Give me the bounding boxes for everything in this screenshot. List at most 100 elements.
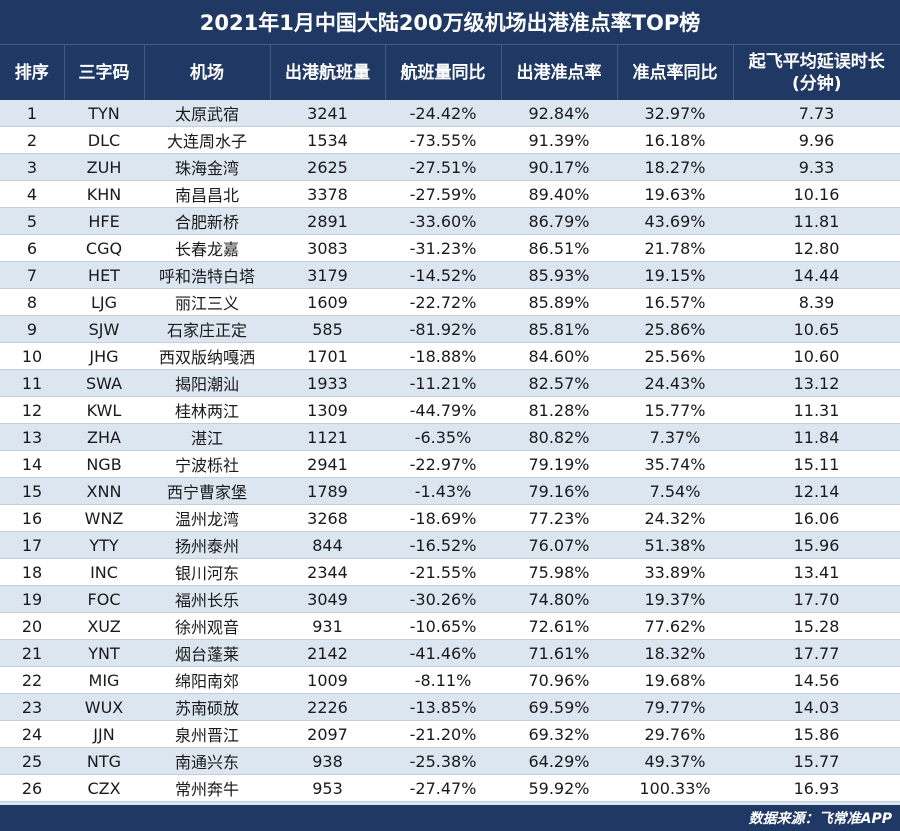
cell-departures: 3179 — [270, 261, 385, 289]
cell-code: CZX — [64, 774, 144, 802]
cell-rank: 9 — [0, 315, 64, 343]
cell-departures: 1309 — [270, 396, 385, 424]
cell-ontime-rate: 79.19% — [501, 450, 617, 478]
cell-departures: 1609 — [270, 288, 385, 316]
cell-avg-delay: 11.84 — [733, 423, 900, 451]
cell-rank: 20 — [0, 612, 64, 640]
cell-code: KWL — [64, 396, 144, 424]
table-title: 2021年1月中国大陆200万级机场出港准点率TOP榜 — [0, 0, 900, 44]
cell-departures: 2142 — [270, 639, 385, 667]
cell-avg-delay: 16.93 — [733, 774, 900, 802]
cell-departures: 585 — [270, 315, 385, 343]
cell-airport: 湛江 — [144, 423, 270, 451]
cell-avg-delay: 11.31 — [733, 396, 900, 424]
column-header-ontime-rate-yoy: 准点率同比 — [616, 44, 733, 100]
cell-ontime-rate-yoy: 7.37% — [617, 423, 733, 451]
cell-rank: 25 — [0, 747, 64, 775]
cell-code: HFE — [64, 207, 144, 235]
cell-rank: 7 — [0, 261, 64, 289]
cell-ontime-rate-yoy: 16.57% — [617, 288, 733, 316]
cell-ontime-rate: 76.07% — [501, 531, 617, 559]
cell-airport: 温州龙湾 — [144, 504, 270, 532]
cell-ontime-rate: 75.98% — [501, 558, 617, 586]
cell-airport: 西宁曹家堡 — [144, 477, 270, 505]
table-row: 19 FOC 福州长乐 3049 -30.26% 74.80% 19.37% 17.70 — [0, 585, 900, 613]
table-header-row: 排序 三字码 机场 出港航班量 航班量同比 出港准点率 准点率同比 起飞平均延误时长 (分钟) — [0, 44, 900, 100]
cell-ontime-rate: 85.81% — [501, 315, 617, 343]
cell-departures-yoy: -41.46% — [385, 639, 501, 667]
cell-avg-delay: 15.77 — [733, 747, 900, 775]
cell-rank: 13 — [0, 423, 64, 451]
table-row: 10 JHG 西双版纳嘎洒 1701 -18.88% 84.60% 25.56% 10.60 — [0, 342, 900, 370]
cell-departures-yoy: -21.55% — [385, 558, 501, 586]
table-row: 13 ZHA 湛江 1121 -6.35% 80.82% 7.37% 11.84 — [0, 423, 900, 451]
table-row: 21 YNT 烟台蓬莱 2142 -41.46% 71.61% 18.32% 17.77 — [0, 639, 900, 667]
cell-ontime-rate: 79.16% — [501, 477, 617, 505]
cell-departures-yoy: -27.51% — [385, 153, 501, 181]
cell-airport: 常州奔牛 — [144, 774, 270, 802]
cell-airport: 扬州泰州 — [144, 531, 270, 559]
cell-departures: 1009 — [270, 666, 385, 694]
cell-rank: 11 — [0, 369, 64, 397]
cell-departures: 3268 — [270, 504, 385, 532]
cell-rank: 26 — [0, 774, 64, 802]
cell-departures-yoy: -27.59% — [385, 180, 501, 208]
cell-airport: 揭阳潮汕 — [144, 369, 270, 397]
cell-rank: 5 — [0, 207, 64, 235]
cell-airport: 苏南硕放 — [144, 693, 270, 721]
cell-rank: 8 — [0, 288, 64, 316]
cell-ontime-rate-yoy: 19.68% — [617, 666, 733, 694]
cell-rank: 14 — [0, 450, 64, 478]
cell-code: XUZ — [64, 612, 144, 640]
cell-ontime-rate-yoy: 77.62% — [617, 612, 733, 640]
cell-departures-yoy: -81.92% — [385, 315, 501, 343]
cell-code: YTY — [64, 531, 144, 559]
cell-airport: 呼和浩特白塔 — [144, 261, 270, 289]
cell-code: JJN — [64, 720, 144, 748]
cell-departures-yoy: -11.21% — [385, 369, 501, 397]
cell-departures-yoy: -22.72% — [385, 288, 501, 316]
table-row: 18 INC 银川河东 2344 -21.55% 75.98% 33.89% 13.41 — [0, 558, 900, 586]
cell-ontime-rate: 72.61% — [501, 612, 617, 640]
cell-avg-delay: 9.96 — [733, 126, 900, 154]
ranking-table: 排序 三字码 机场 出港航班量 航班量同比 出港准点率 准点率同比 起飞平均延误时长 (分钟)… — [0, 44, 900, 829]
cell-avg-delay: 10.60 — [733, 342, 900, 370]
cell-avg-delay: 11.81 — [733, 207, 900, 235]
cell-departures: 3083 — [270, 234, 385, 262]
cell-departures: 1789 — [270, 477, 385, 505]
cell-ontime-rate-yoy: 19.15% — [617, 261, 733, 289]
column-header-departures-yoy: 航班量同比 — [384, 44, 501, 100]
cell-departures: 931 — [270, 612, 385, 640]
table-row: 16 WNZ 温州龙湾 3268 -18.69% 77.23% 24.32% 16.06 — [0, 504, 900, 532]
cell-ontime-rate: 91.39% — [501, 126, 617, 154]
cell-ontime-rate-yoy: 7.54% — [617, 477, 733, 505]
cell-ontime-rate-yoy: 100.33% — [617, 774, 733, 802]
cell-rank: 10 — [0, 342, 64, 370]
cell-rank: 1 — [0, 100, 64, 127]
cell-code: ZHA — [64, 423, 144, 451]
cell-departures-yoy: -1.43% — [385, 477, 501, 505]
table-row: 11 SWA 揭阳潮汕 1933 -11.21% 82.57% 24.43% 13.12 — [0, 369, 900, 397]
cell-ontime-rate: 84.60% — [501, 342, 617, 370]
cell-avg-delay: 13.12 — [733, 369, 900, 397]
cell-airport: 合肥新桥 — [144, 207, 270, 235]
cell-code: MIG — [64, 666, 144, 694]
cell-departures: 2941 — [270, 450, 385, 478]
cell-ontime-rate: 74.80% — [501, 585, 617, 613]
cell-rank: 17 — [0, 531, 64, 559]
cell-departures-yoy: -24.42% — [385, 100, 501, 127]
cell-code: INC — [64, 558, 144, 586]
cell-airport: 烟台蓬莱 — [144, 639, 270, 667]
cell-code: YNT — [64, 639, 144, 667]
cell-ontime-rate-yoy: 18.32% — [617, 639, 733, 667]
cell-airport: 丽江三义 — [144, 288, 270, 316]
cell-code: LJG — [64, 288, 144, 316]
cell-code: CGQ — [64, 234, 144, 262]
cell-avg-delay: 12.80 — [733, 234, 900, 262]
cell-departures: 3241 — [270, 100, 385, 127]
cell-airport: 绵阳南郊 — [144, 666, 270, 694]
cell-avg-delay: 15.11 — [733, 450, 900, 478]
table-row: 4 KHN 南昌昌北 3378 -27.59% 89.40% 19.63% 10.16 — [0, 180, 900, 208]
cell-code: TYN — [64, 100, 144, 127]
cell-avg-delay: 7.73 — [733, 100, 900, 127]
